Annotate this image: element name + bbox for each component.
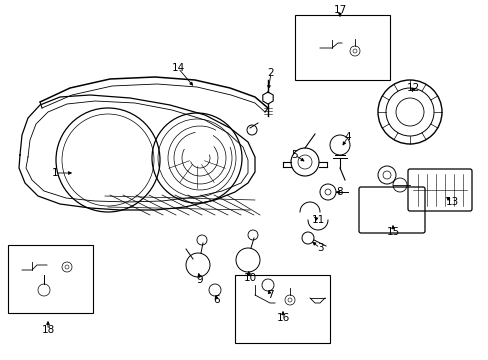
Text: 8: 8 [336, 187, 343, 197]
Text: 12: 12 [406, 83, 419, 93]
Text: 3: 3 [316, 243, 323, 253]
Text: 10: 10 [243, 273, 256, 283]
Text: 5: 5 [291, 150, 298, 160]
Text: 9: 9 [196, 275, 203, 285]
Text: 15: 15 [386, 227, 399, 237]
Text: 4: 4 [344, 132, 350, 142]
Text: 14: 14 [171, 63, 184, 73]
Text: 1: 1 [52, 168, 58, 178]
Bar [235, 275, 329, 343]
Bar [294, 15, 389, 80]
Text: 13: 13 [445, 197, 458, 207]
Text: 7: 7 [266, 290, 273, 300]
Text: 16: 16 [276, 313, 289, 323]
Bar [8, 245, 93, 313]
Text: 18: 18 [41, 325, 55, 335]
Text: 11: 11 [311, 215, 324, 225]
Text: 2: 2 [267, 68, 274, 78]
Text: 17: 17 [333, 5, 346, 15]
Text: 6: 6 [213, 295, 220, 305]
